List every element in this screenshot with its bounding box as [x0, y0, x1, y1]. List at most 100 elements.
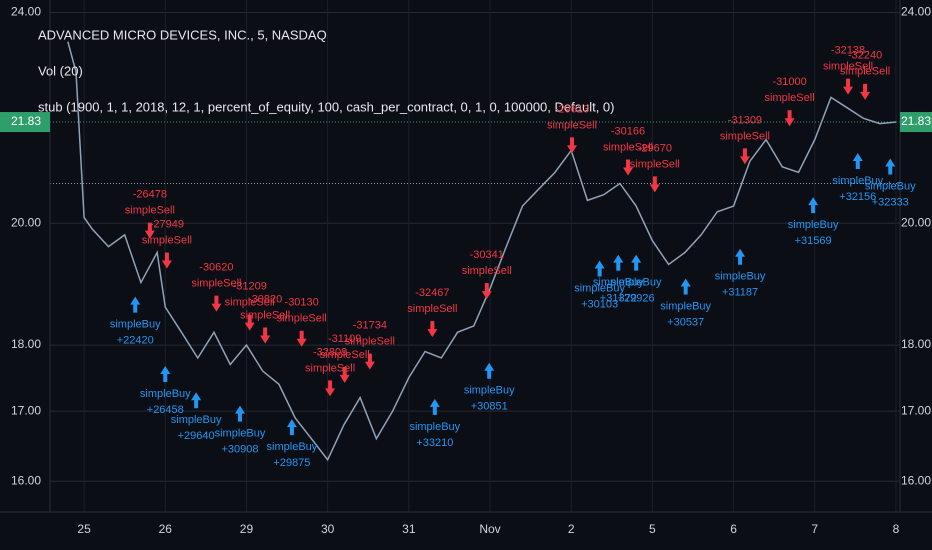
signal-pnl: -30341 — [470, 249, 504, 261]
signal-label: simpleSell — [407, 303, 457, 315]
signal-pnl: +30537 — [667, 316, 704, 328]
signal-pnl: -30820 — [248, 293, 282, 305]
x-tick-label: 5 — [649, 522, 656, 536]
signal-label: simpleBuy — [110, 319, 161, 331]
signal-pnl: +31569 — [795, 235, 832, 247]
signal-label: simpleSell — [142, 234, 192, 246]
signal-label: simpleSell — [462, 265, 512, 277]
signal-label: simpleSell — [320, 349, 370, 361]
signal-label: simpleBuy — [140, 388, 191, 400]
y-tick-label: 17.00 — [11, 403, 41, 417]
sell-arrow — [739, 148, 750, 165]
x-tick-label: 29 — [240, 522, 254, 536]
signal-pnl: -30130 — [285, 297, 319, 309]
sell-arrow — [260, 327, 271, 344]
signal-label: simpleSell — [840, 66, 890, 78]
signal-label: simpleBuy — [215, 428, 266, 440]
sell-arrow — [211, 295, 222, 312]
signal-pnl: +29875 — [273, 457, 310, 469]
buy-arrow — [484, 362, 495, 379]
signal-pnl: +29640 — [178, 430, 215, 442]
marks — [67, 41, 897, 462]
signal-label: simpleSell — [765, 92, 815, 104]
sell-arrow — [427, 321, 438, 338]
signal-label: simpleBuy — [593, 277, 644, 289]
signal-label: simpleBuy — [832, 175, 883, 187]
buy-arrow — [594, 260, 605, 277]
volume-label: Vol (20) — [38, 63, 83, 78]
buy-arrow — [631, 254, 642, 271]
sell-arrow — [144, 222, 155, 239]
signal-label: simpleBuy — [611, 277, 662, 289]
signal-pnl: +31187 — [722, 287, 758, 299]
signal-label: simpleBuy — [788, 219, 839, 231]
sell-arrow — [296, 330, 307, 347]
buy-arrow — [735, 248, 746, 265]
signal-pnl: -30620 — [199, 262, 233, 274]
sell-arrow — [364, 353, 375, 370]
signal-label: simpleSell — [547, 119, 597, 131]
last-price-tag — [0, 112, 50, 133]
signal-pnl: +30851 — [471, 401, 508, 413]
y-tick-label: 17.00 — [901, 403, 931, 417]
signal-pnl: -31000 — [772, 76, 806, 88]
signal-label: simpleSell — [125, 205, 175, 217]
signal-label: simpleSell — [345, 336, 395, 348]
signal-pnl: -27949 — [150, 218, 184, 230]
signal-label: simpleSell — [225, 297, 275, 309]
sell-arrow — [481, 283, 492, 300]
signal-pnl: -32240 — [848, 50, 882, 62]
signal-pnl: -26478 — [133, 189, 167, 201]
sell-arrow — [649, 176, 660, 193]
signal-pnl: -31209 — [233, 281, 267, 293]
sell-arrow — [860, 83, 871, 100]
buy-arrow — [429, 398, 440, 415]
strategy-label: stub (1900, 1, 1, 2018, 12, 1, percent_o… — [38, 99, 614, 114]
sell-arrow — [161, 252, 172, 269]
signal-pnl: -31734 — [353, 320, 387, 332]
y-tick-label: 20.00 — [11, 215, 41, 229]
buy-arrow — [613, 254, 624, 271]
sell-arrow — [325, 380, 336, 397]
signal-pnl: -32467 — [415, 287, 449, 299]
signal-pnl: +31372 — [600, 293, 637, 305]
signal-label: simpleBuy — [865, 180, 916, 192]
buy-arrow — [286, 419, 297, 436]
signal-label: simpleSell — [720, 130, 770, 142]
chart-title: ADVANCED MICRO DEVICES, INC., 5, NASDAQ — [38, 27, 327, 42]
signal-label: simpleBuy — [464, 385, 515, 397]
signal-pnl: -31109 — [328, 333, 361, 345]
x-tick-label: 6 — [730, 522, 737, 536]
signal-pnl: +22420 — [117, 335, 154, 347]
signal-pnl: -29670 — [638, 142, 672, 154]
grid — [50, 0, 900, 512]
sell-arrow — [244, 314, 255, 331]
signal-pnl: +30908 — [221, 444, 258, 456]
signal-pnl: -29613 — [555, 103, 589, 115]
last-price-label: 21.83 — [901, 114, 931, 128]
buy-arrow — [234, 405, 245, 422]
sell-arrow — [567, 137, 578, 154]
signal-pnl: -31309 — [728, 114, 762, 126]
x-tick-label: 30 — [321, 522, 335, 536]
buy-arrow — [160, 365, 171, 382]
x-tick-label: 26 — [159, 522, 173, 536]
signal-pnl: +33210 — [416, 437, 453, 449]
buy-arrow — [680, 278, 691, 295]
x-tick-label: Nov — [479, 522, 500, 536]
sell-arrow — [623, 159, 634, 176]
signal-label: simpleSell — [277, 313, 327, 325]
x-tick-label: 7 — [811, 522, 818, 536]
price-line — [67, 41, 897, 462]
signal-pnl: +29926 — [618, 293, 655, 305]
x-tick-label: 25 — [77, 522, 91, 536]
x-tick-label: 31 — [402, 522, 416, 536]
signal-label: simpleSell — [191, 278, 241, 290]
sell-arrow — [784, 110, 795, 127]
signal-label: simpleSell — [630, 158, 680, 170]
signal-label: simpleBuy — [574, 282, 625, 294]
signal-pnl: -30166 — [611, 125, 645, 137]
signal-pnl: +32156 — [839, 191, 876, 203]
x-tick-label: 8 — [893, 522, 900, 536]
